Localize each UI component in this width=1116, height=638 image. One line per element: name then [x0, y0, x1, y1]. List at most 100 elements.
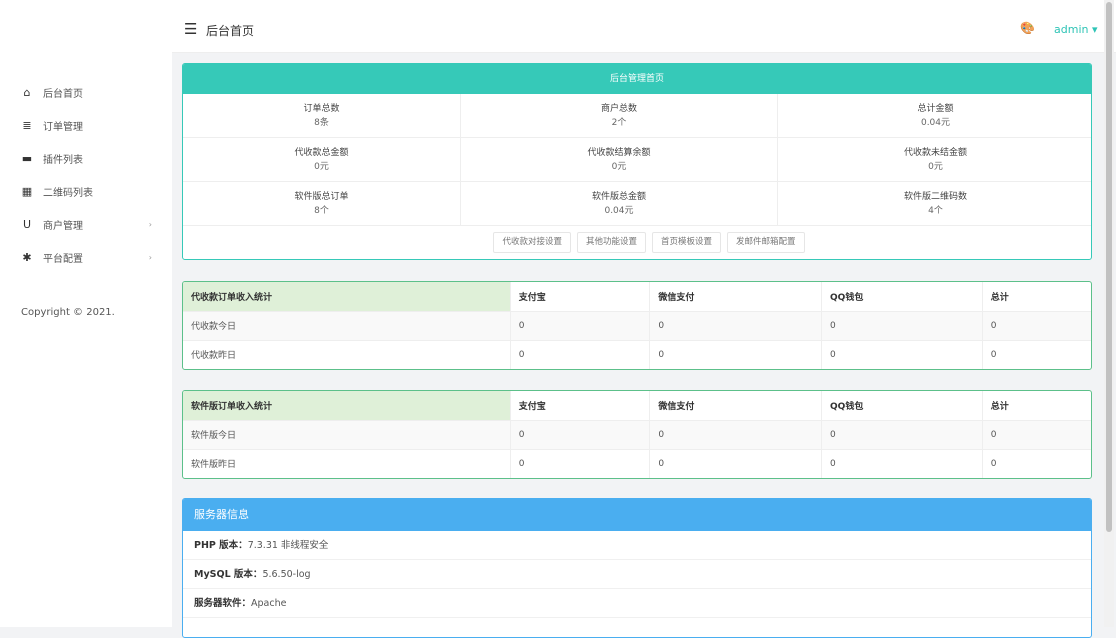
magnet-icon: U [22, 218, 32, 231]
page-title: 后台首页 [206, 24, 255, 38]
sidebar-item-label: 插件列表 [43, 155, 83, 166]
table-cell: 0 [510, 449, 651, 478]
column-header: 代收款订单收入统计 [183, 282, 511, 312]
column-header: 支付宝 [510, 282, 651, 312]
column-header: 微信支付 [649, 391, 823, 421]
info-value: 5.6.50-log [262, 569, 311, 580]
sidebar-item[interactable]: ≣ 订单管理 [0, 109, 172, 142]
stat-cell: 商户总数 2个 [461, 94, 778, 138]
table-cell: 0 [990, 458, 997, 469]
stat-value: 0元 [928, 162, 943, 172]
user-menu[interactable]: admin ▾ [1054, 23, 1098, 36]
stat-value: 0元 [314, 162, 329, 172]
stat-cell: 代收款结算余额 0元 [461, 138, 778, 182]
table-cell: 0 [510, 311, 651, 341]
table-row: 软件版今日 0 0 0 0 [183, 420, 1091, 450]
sidebar-nav: ⌂ 后台首页 ≣ 订单管理 ▬ 插件列表 ▦ 二维码列表 U 商户管理 › ✱ 平台配置 › [0, 76, 172, 274]
sidebar-item[interactable]: ▬ 插件列表 [0, 142, 172, 175]
scrollbar[interactable] [1104, 0, 1114, 627]
stat-cell: 总计金额 0.04元 [778, 94, 1091, 138]
column-header: 支付宝 [510, 391, 651, 421]
scrollbar-thumb[interactable] [1106, 2, 1112, 532]
stat-value: 8条 [314, 118, 329, 128]
table-cell: 软件版昨日 [183, 449, 511, 478]
qrcode-icon: ▦ [21, 185, 33, 198]
column-header: 总计 [982, 391, 1091, 421]
stat-value: 2个 [611, 118, 627, 128]
server-info-row: MySQL 版本：5.6.50-log [183, 560, 1091, 589]
stat-cell: 代收款未结金额 0元 [778, 138, 1091, 182]
info-label: MySQL 版本： [194, 569, 263, 580]
table-row: 代收款今日 0 0 0 0 [183, 311, 1091, 341]
table-cell: 0 [649, 340, 823, 369]
server-info-row: PHP 版本：7.3.31 非线程安全 [183, 531, 1091, 560]
stat-cell: 软件版总订单 8个 [183, 182, 461, 226]
table-header-row: 软件版订单收入统计 支付宝 微信支付 QQ钱包 总计 [183, 391, 1091, 421]
column-header: 软件版订单收入统计 [183, 391, 511, 421]
copyright: Copyright © 2021. [21, 307, 115, 318]
sidebar-item-label: 二维码列表 [43, 188, 93, 199]
username: admin [1054, 23, 1089, 36]
table-cell: 代收款今日 [183, 311, 511, 341]
list-icon: ≣ [22, 119, 32, 132]
settings-button[interactable]: 首页模板设置 [652, 232, 722, 253]
stat-cell: 软件版二维码数 4个 [778, 182, 1091, 226]
info-label: 服务器软件： [194, 598, 252, 609]
sidebar-item[interactable]: ✱ 平台配置 › [0, 241, 172, 274]
sidebar-item-label: 商户管理 [43, 221, 83, 232]
stat-value: 0.04元 [920, 118, 951, 128]
stat-value: 8个 [314, 206, 329, 216]
software-income-table: 软件版订单收入统计 支付宝 微信支付 QQ钱包 总计 软件版今日 0 0 0 0 软件版昨日 0 0 0 0 [182, 390, 1092, 479]
chevron-right-icon: › [148, 220, 152, 229]
settings-button[interactable]: 发邮件邮箱配置 [727, 232, 805, 253]
table-cell: 0 [649, 420, 823, 450]
collection-income-table: 代收款订单收入统计 支付宝 微信支付 QQ钱包 总计 代收款今日 0 0 0 0 代收款昨日 0 0 0 0 [182, 281, 1092, 370]
stat-label: 软件版总订单 [294, 192, 349, 202]
table-row: 软件版昨日 0 0 0 0 [183, 449, 1091, 478]
stat-label: 软件版总金额 [591, 192, 646, 202]
settings-button[interactable]: 其他功能设置 [576, 232, 646, 253]
stat-label: 商户总数 [600, 104, 637, 114]
column-header: 总计 [982, 282, 1091, 312]
table-header-row: 代收款订单收入统计 支付宝 微信支付 QQ钱包 总计 [183, 282, 1091, 312]
table-cell: 0 [821, 340, 983, 369]
overview-panel: 后台管理首页 订单总数 8条 商户总数 2个 总计金额 0.04元 代收款总金额 0元 代收款结… [182, 63, 1092, 260]
stat-value: 0.04元 [604, 206, 634, 216]
stat-label: 代收款未结金额 [903, 148, 967, 158]
settings-button[interactable]: 代收款对接设置 [493, 232, 571, 253]
sidebar-item-label: 平台配置 [43, 254, 83, 265]
column-header: 微信支付 [649, 282, 823, 312]
menu-toggle-icon[interactable]: ☰ [184, 20, 198, 38]
info-label: PHP 版本： [194, 540, 248, 551]
chevron-right-icon: › [148, 253, 152, 262]
sidebar-item[interactable]: U 商户管理 › [0, 208, 172, 241]
table-row: 代收款昨日 0 0 0 0 [183, 340, 1091, 369]
table-cell: 0 [990, 349, 997, 360]
overview-title: 后台管理首页 [183, 64, 1091, 94]
table-cell: 0 [510, 340, 651, 369]
table-cell: 0 [510, 420, 651, 450]
gear-icon: ✱ [22, 251, 32, 264]
sidebar-item[interactable]: ⌂ 后台首页 [0, 76, 172, 109]
top-header: ☰ 后台首页 🎨 admin ▾ [172, 0, 1116, 53]
sidebar-item-label: 订单管理 [43, 122, 83, 133]
palette-icon[interactable]: 🎨 [1020, 21, 1035, 35]
stat-cell: 代收款总金额 0元 [183, 138, 461, 182]
sidebar-item[interactable]: ▦ 二维码列表 [0, 175, 172, 208]
info-value: Apache [251, 598, 287, 609]
stat-value: 0元 [611, 162, 627, 172]
table-cell: 0 [821, 311, 983, 341]
stat-label: 软件版二维码数 [903, 192, 967, 202]
sidebar-item-label: 后台首页 [43, 89, 83, 100]
table-cell: 0 [982, 420, 1091, 450]
server-info-row: 服务器软件：Apache [183, 589, 1091, 618]
table-cell: 软件版今日 [183, 420, 511, 450]
stat-label: 总计金额 [917, 104, 954, 114]
info-value: 7.3.31 非线程安全 [247, 540, 329, 551]
table-cell: 0 [649, 311, 823, 341]
plugin-icon: ▬ [21, 152, 33, 165]
server-info-title: 服务器信息 [183, 499, 1091, 531]
table-cell: 0 [982, 311, 1091, 341]
column-header: QQ钱包 [821, 282, 983, 312]
table-cell: 0 [821, 449, 983, 478]
